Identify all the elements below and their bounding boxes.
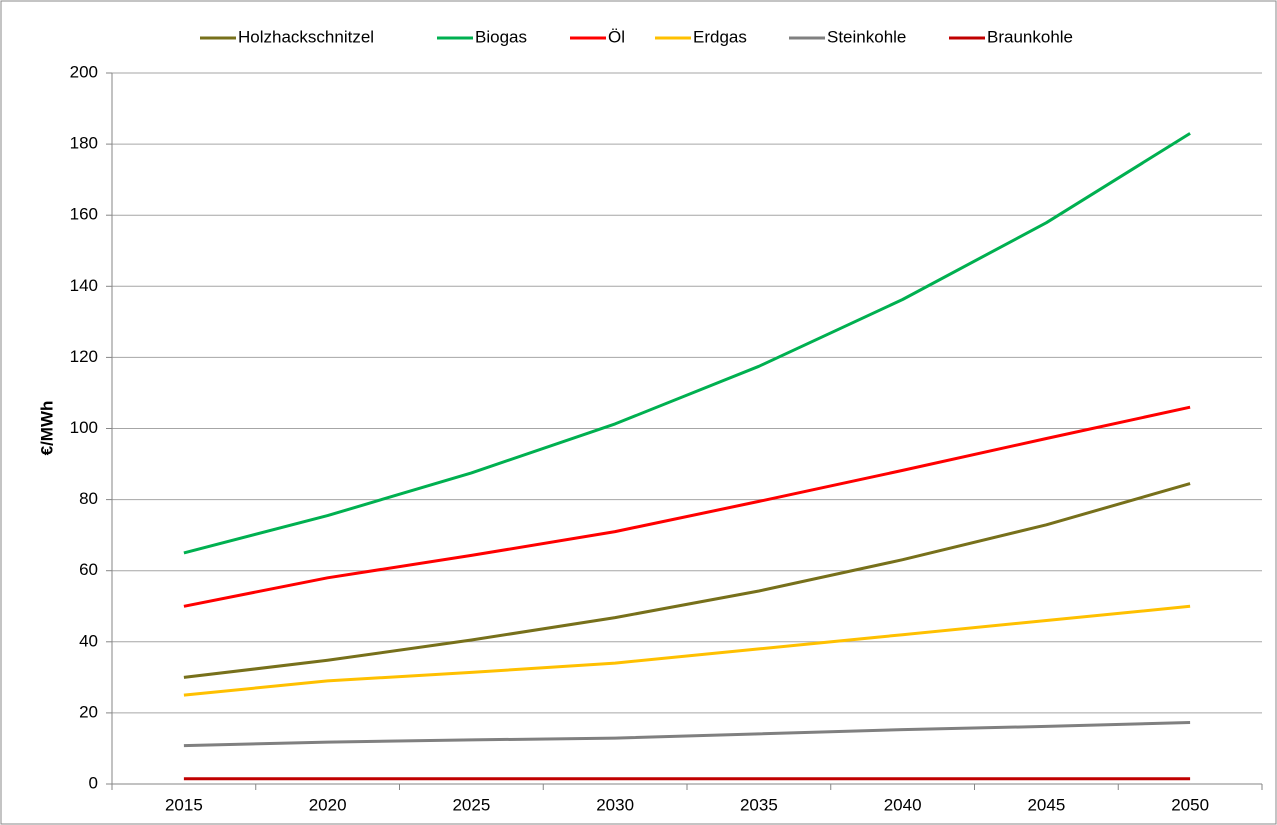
legend-label: Holzhackschnitzel [238,27,374,46]
y-tick-label: 120 [70,347,98,366]
x-tick-label: 2015 [165,795,203,814]
x-tick-label: 2040 [884,795,922,814]
x-tick-label: 2045 [1027,795,1065,814]
y-tick-label: 140 [70,276,98,295]
y-tick-label: 60 [79,560,98,579]
y-tick-label: 160 [70,205,98,224]
x-tick-label: 2050 [1171,795,1209,814]
series-line [183,482,1191,679]
y-tick-label: 0 [89,773,98,792]
x-tick-label: 2030 [596,795,634,814]
legend-label: Steinkohle [827,27,906,46]
y-tick-label: 200 [70,62,98,81]
series-line [183,405,1191,608]
y-tick-label: 80 [79,489,98,508]
series-line [183,721,1191,748]
x-tick-label: 2025 [452,795,490,814]
series-line [183,132,1191,555]
x-tick-label: 2035 [740,795,778,814]
series-line [183,604,1191,697]
y-tick-label: 100 [70,418,98,437]
legend-label: Braunkohle [987,27,1073,46]
y-axis-label: €/MWh [37,401,56,456]
x-tick-label: 2020 [309,795,347,814]
legend-label: Öl [608,27,625,46]
y-tick-label: 180 [70,134,98,153]
legend-label: Biogas [475,27,527,46]
legend-label: Erdgas [693,27,747,46]
y-tick-label: 40 [79,631,98,650]
y-tick-label: 20 [79,702,98,721]
